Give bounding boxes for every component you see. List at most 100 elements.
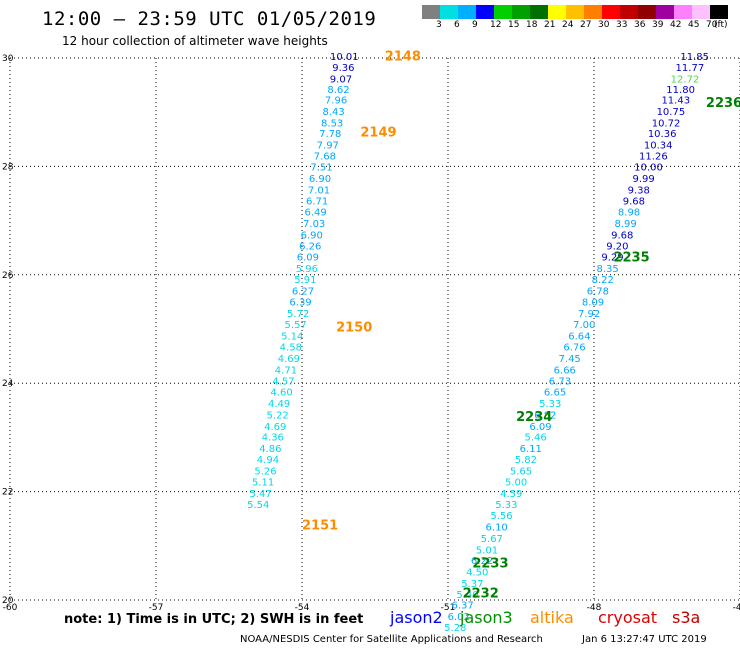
- color-swatch: [710, 5, 728, 19]
- wave-height-label: 11.80: [666, 85, 695, 96]
- pass-number-label: 2149: [360, 126, 396, 141]
- color-scale-ticks: 3 6 9 12 15 18 21 24 27 30 33 36 39 42 45 70: [422, 20, 740, 32]
- wave-height-label: 9.36: [332, 63, 354, 74]
- color-scale-tick: 3: [436, 20, 442, 30]
- wave-height-label: 5.22: [267, 410, 289, 421]
- color-scale-tick: 27: [580, 20, 592, 30]
- wave-height-label: 4.59: [500, 489, 522, 500]
- satellite-legend-jason2: jason2: [390, 608, 443, 627]
- wave-height-label: 4.94: [257, 455, 279, 466]
- satellite-legend-jason3: jason3: [460, 608, 513, 627]
- wave-height-label: 8.22: [592, 275, 614, 286]
- color-scale-tick: 36: [634, 20, 646, 30]
- color-swatch: [656, 5, 674, 19]
- wave-height-label: 6.71: [306, 196, 328, 207]
- color-scale-tick: 6: [454, 20, 460, 30]
- pass-number-label: 2233: [472, 556, 508, 571]
- wave-height-label: 5.28: [444, 623, 466, 634]
- wave-height-label: 8.43: [323, 107, 345, 118]
- wave-height-label: 6.65: [544, 388, 566, 399]
- wave-height-label: 5.67: [481, 534, 503, 545]
- y-tick-label: 20: [2, 596, 14, 606]
- wave-height-label: 7.92: [578, 309, 600, 320]
- color-swatch: [530, 5, 548, 19]
- color-scale-tick: 9: [472, 20, 478, 30]
- x-tick-label: -48: [587, 603, 602, 613]
- wave-height-label: 7.45: [559, 354, 581, 365]
- wave-height-label: 5.37: [461, 579, 483, 590]
- color-scale-tick: 18: [526, 20, 538, 30]
- wave-height-label: 5.33: [539, 399, 561, 410]
- color-swatch: [566, 5, 584, 19]
- credit-line: NOAA/NESDIS Center for Satellite Applica…: [240, 634, 543, 645]
- wave-height-label: 7.51: [310, 163, 332, 174]
- wave-height-label: 8.53: [321, 118, 343, 129]
- wave-height-label: 4.49: [268, 399, 290, 410]
- wave-height-label: 9.68: [611, 230, 633, 241]
- color-swatch: [512, 5, 530, 19]
- satellite-legend-s3a: s3a: [672, 608, 701, 627]
- wave-height-label: 5.65: [510, 466, 532, 477]
- wave-height-label: 6.82: [534, 410, 556, 421]
- wave-height-label: 9.99: [633, 174, 655, 185]
- wave-height-label: 9.68: [623, 196, 645, 207]
- color-swatch: [602, 5, 620, 19]
- color-scale-tick: 42: [670, 20, 682, 30]
- wave-height-label: 4.57: [272, 376, 294, 387]
- color-swatch: [584, 5, 602, 19]
- color-scale-tick: 21: [544, 20, 556, 30]
- x-tick-label: -60: [3, 603, 18, 613]
- color-swatch: [458, 5, 476, 19]
- wave-height-label: 4.60: [270, 388, 292, 399]
- wave-height-label: 6.09: [297, 253, 319, 264]
- pass-number-label: 2151: [302, 519, 338, 534]
- wave-height-label: 6.78: [587, 286, 609, 297]
- color-scale-tick: 45: [688, 20, 700, 30]
- pass-number-label: 2150: [336, 321, 372, 336]
- wave-height-label: 4.50: [466, 568, 488, 579]
- wave-height-label: 4.69: [264, 422, 286, 433]
- generated-timestamp: Jan 6 13:27:47 UTC 2019: [582, 634, 707, 645]
- footer-note: note: 1) Time is in UTC; 2) SWH is in fe…: [64, 612, 364, 627]
- wave-height-label: 10.00: [634, 163, 663, 174]
- color-scale-tick: 70: [706, 20, 718, 30]
- pass-number-label: 2235: [613, 250, 649, 265]
- wave-height-label: 5.82: [515, 455, 537, 466]
- pass-number-label: 2234: [516, 410, 552, 425]
- color-swatch: [620, 5, 638, 19]
- wave-height-label: 8.62: [327, 85, 349, 96]
- wave-height-label: 6.09: [529, 422, 551, 433]
- wave-height-label: 11.85: [680, 52, 709, 63]
- color-scale-tick: 15: [508, 20, 520, 30]
- wave-height-label: 10.34: [644, 141, 673, 152]
- wave-height-label: 6.27: [292, 286, 314, 297]
- wave-height-label: 5.54: [247, 500, 269, 511]
- satellite-legend-cryosat: cryosat: [598, 608, 658, 627]
- wave-height-label: 5.46: [524, 433, 546, 444]
- chart-title: 12:00 – 23:59 UTC 01/05/2019: [42, 8, 377, 30]
- wave-height-label: 5.11: [252, 478, 274, 489]
- wave-height-label: 5.33: [495, 500, 517, 511]
- wave-height-label: 8.98: [618, 208, 640, 219]
- wave-height-label: 8.35: [596, 264, 618, 275]
- color-scale-tick: 24: [562, 20, 574, 30]
- wave-height-label: 11.26: [639, 151, 668, 162]
- color-scale-tick: 33: [616, 20, 628, 30]
- wave-height-label: 5.56: [490, 511, 512, 522]
- color-scale-unit: (ft): [714, 20, 728, 30]
- wave-height-label: 6.39: [289, 298, 311, 309]
- wave-height-label: 4.86: [259, 444, 281, 455]
- wave-height-label: 6.90: [301, 230, 323, 241]
- wave-height-label: 5.47: [250, 489, 272, 500]
- wave-height-label: 5.72: [287, 309, 309, 320]
- wave-height-label: 6.11: [520, 444, 542, 455]
- color-swatch: [638, 5, 656, 19]
- wave-height-label: 7.68: [314, 151, 336, 162]
- pass-number-label: 2148: [385, 50, 421, 65]
- wave-height-label: 4.36: [262, 433, 284, 444]
- wave-height-label: 11.77: [676, 63, 705, 74]
- wave-height-label: 9.20: [606, 241, 628, 252]
- wave-height-label: 10.01: [330, 52, 359, 63]
- wave-height-label: 4.58: [280, 343, 302, 354]
